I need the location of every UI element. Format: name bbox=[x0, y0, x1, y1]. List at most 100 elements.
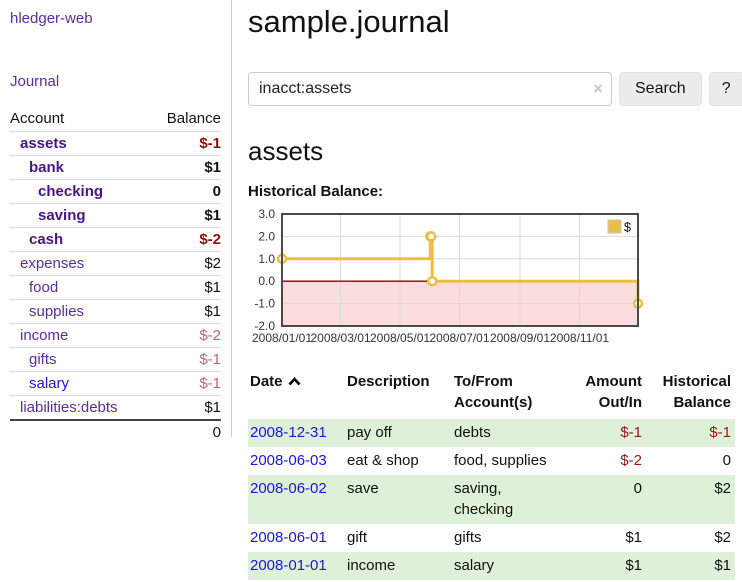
transaction-description: pay off bbox=[347, 424, 392, 441]
transaction-accounts: gifts bbox=[454, 529, 482, 546]
transaction-amount: $-1 bbox=[620, 424, 642, 441]
transaction-row: 2008-06-03 eat & shop food, supplies $-2 0 bbox=[248, 446, 735, 475]
historical-balance-chart[interactable]: $3.0 2.0 1.0 0.0 -1.0 -2.0 2008/01/01 2008/03/0… bbox=[248, 207, 742, 347]
accounts-total-row: 0 bbox=[10, 420, 221, 444]
sort-ascending-icon bbox=[288, 371, 301, 392]
y-tick-label: 0.0 bbox=[258, 274, 275, 288]
x-tick-label: 2008/05/01 bbox=[370, 331, 430, 345]
transaction-date-link[interactable]: 2008-06-02 bbox=[250, 479, 327, 497]
account-row: food $1 bbox=[10, 275, 221, 300]
transaction-row: 2008-06-02 save saving, checking 0 $2 bbox=[248, 474, 735, 524]
accounts-header-account: Account bbox=[10, 110, 65, 127]
account-balance: $1 bbox=[204, 207, 221, 224]
account-row: supplies $1 bbox=[10, 299, 221, 324]
account-row: assets $-1 bbox=[10, 131, 221, 156]
x-tick-label: 2008/03/01 bbox=[310, 331, 370, 345]
transactions-table-body: 2008-12-31 pay off debts $-1 $-1 2008-06-03 ea… bbox=[248, 419, 735, 580]
transaction-description: income bbox=[347, 556, 396, 574]
account-balance: $2 bbox=[204, 255, 221, 272]
account-row: bank $1 bbox=[10, 155, 221, 180]
transaction-date-link[interactable]: 2008-12-31 bbox=[250, 424, 327, 441]
sidebar-account-link-saving[interactable]: saving bbox=[38, 207, 86, 224]
transactions-header-accounts: To/From Account(s) bbox=[454, 373, 533, 411]
transaction-date-link[interactable]: 2008-06-01 bbox=[250, 529, 327, 546]
search-input[interactable] bbox=[248, 72, 612, 106]
transactions-header-amount: Amount Out/In bbox=[585, 373, 642, 411]
transaction-row: 2008-06-01 gift gifts $1 $2 bbox=[248, 524, 735, 552]
transactions-header-date[interactable]: Date bbox=[248, 369, 345, 419]
account-row: cash $-2 bbox=[10, 227, 221, 252]
transaction-amount: $1 bbox=[625, 529, 642, 546]
transaction-row: 2008-01-01 income salary $1 $1 bbox=[248, 551, 735, 580]
transaction-date-link[interactable]: 2008-06-03 bbox=[250, 451, 327, 469]
sidebar: hledger-web Journal Account Balance asse… bbox=[0, 0, 232, 441]
sidebar-account-link-gifts[interactable]: gifts bbox=[29, 351, 57, 368]
sidebar-account-link-checking[interactable]: checking bbox=[38, 183, 104, 200]
y-tick-label: 2.0 bbox=[258, 229, 275, 243]
account-row: liabilities:debts $1 bbox=[10, 395, 221, 421]
accounts-total-spacer bbox=[10, 420, 150, 444]
transaction-accounts: salary bbox=[454, 556, 495, 574]
sidebar-account-link-income[interactable]: income bbox=[20, 327, 69, 344]
help-button[interactable]: ? bbox=[708, 72, 742, 106]
account-row: expenses $2 bbox=[10, 251, 221, 276]
sidebar-item-journal[interactable]: Journal bbox=[10, 73, 60, 90]
sidebar-account-link-cash[interactable]: cash bbox=[29, 231, 64, 248]
sidebar-account-link-food[interactable]: food bbox=[29, 279, 59, 296]
x-tick-label: 2008/07/01 bbox=[429, 331, 489, 345]
account-section-title: assets bbox=[248, 136, 324, 166]
transaction-balance: $-1 bbox=[709, 424, 731, 441]
legend-label: $ bbox=[624, 221, 631, 235]
sidebar-account-link-expenses[interactable]: expenses bbox=[20, 255, 85, 272]
transaction-balance: 0 bbox=[722, 451, 731, 469]
balance-chart-svg[interactable]: $3.0 2.0 1.0 0.0 -1.0 -2.02008/01/012008/03/0… bbox=[248, 207, 644, 347]
sidebar-account-link-salary[interactable]: salary bbox=[29, 375, 70, 392]
sidebar-account-link-bank[interactable]: bank bbox=[29, 159, 65, 176]
plot-border bbox=[281, 213, 639, 327]
sidebar-account-link-liabilities-debts[interactable]: liabilities:debts bbox=[20, 399, 118, 416]
account-balance: $1 bbox=[204, 279, 221, 296]
y-tick-label: -2.0 bbox=[254, 319, 275, 333]
y-tick-label: -1.0 bbox=[254, 297, 275, 311]
accounts-header-balance: Balance bbox=[166, 110, 221, 127]
transaction-balance: $2 bbox=[714, 479, 731, 497]
account-balance: $-2 bbox=[199, 327, 221, 344]
account-row: income $-2 bbox=[10, 323, 221, 348]
transaction-amount: 0 bbox=[633, 479, 642, 497]
search-button[interactable]: Search bbox=[619, 72, 702, 106]
transaction-row: 2008-12-31 pay off debts $-1 $-1 bbox=[248, 419, 735, 447]
transaction-date-link[interactable]: 2008-01-01 bbox=[250, 556, 327, 574]
transactions-table: Date Description To/From Account(s) Amou… bbox=[248, 369, 735, 580]
accounts-table-body: assets $-1 bank $1 checking 0 saving $1 cash $-2 e… bbox=[10, 131, 221, 421]
transactions-header-balance: Historical Balance bbox=[662, 373, 731, 411]
account-row: saving $1 bbox=[10, 203, 221, 228]
account-balance: $-1 bbox=[199, 135, 221, 152]
main-content: sample.journal × Search ? assets Histori… bbox=[232, 0, 742, 580]
journal-nav: Journal bbox=[10, 73, 221, 90]
account-balance: 0 bbox=[212, 183, 221, 200]
account-balance: $-1 bbox=[199, 351, 221, 368]
account-balance: $-1 bbox=[199, 375, 221, 392]
sidebar-account-link-supplies[interactable]: supplies bbox=[29, 303, 85, 320]
transaction-accounts: debts bbox=[454, 424, 491, 441]
sidebar-account-link-assets[interactable]: assets bbox=[20, 135, 67, 152]
transaction-amount: $-2 bbox=[620, 451, 642, 469]
account-balance: $-2 bbox=[199, 231, 221, 248]
account-balance: $1 bbox=[204, 159, 221, 176]
transaction-description: save bbox=[347, 479, 379, 497]
account-row: checking 0 bbox=[10, 179, 221, 204]
data-point-marker bbox=[426, 275, 438, 287]
accounts-header-row: Account Balance bbox=[10, 107, 221, 132]
accounts-table: Account Balance assets $-1 bank $1 checking 0… bbox=[10, 107, 221, 444]
app-title-link[interactable]: hledger-web bbox=[10, 10, 93, 27]
transaction-description: eat & shop bbox=[347, 451, 419, 469]
clear-search-icon[interactable]: × bbox=[593, 79, 603, 98]
transactions-header-description: Description bbox=[347, 373, 430, 390]
page-title: sample.journal bbox=[248, 4, 450, 39]
account-row: salary $-1 bbox=[10, 371, 221, 396]
legend-swatch bbox=[607, 219, 622, 234]
data-point-marker bbox=[425, 231, 437, 242]
x-tick-label: 2008/09/01 bbox=[490, 331, 550, 345]
transaction-description: gift bbox=[347, 529, 368, 546]
